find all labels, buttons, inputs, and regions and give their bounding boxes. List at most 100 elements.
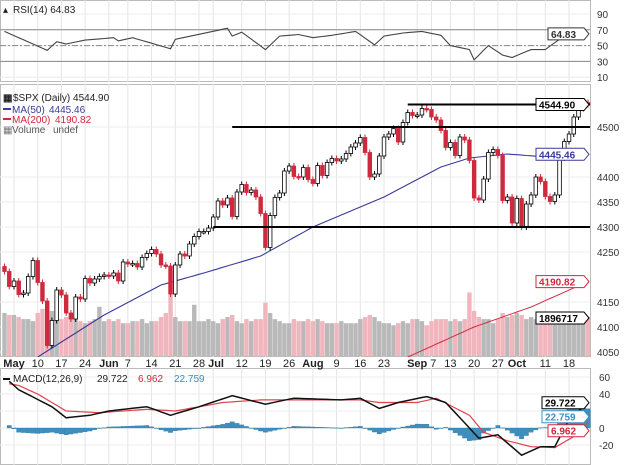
volume-bar (514, 312, 520, 356)
candle (381, 134, 387, 159)
candle-body (566, 133, 572, 142)
candle (206, 225, 211, 235)
candle-body (206, 227, 211, 232)
volume-bar (377, 321, 382, 356)
volume-bar (495, 319, 501, 356)
candle (462, 134, 467, 143)
candle (244, 181, 249, 196)
candle (263, 210, 268, 251)
candle (220, 198, 225, 208)
macd-histogram-bar (210, 425, 216, 429)
candle-body (163, 264, 168, 267)
volume-bar (149, 321, 154, 356)
candle-body (111, 272, 116, 277)
candle-body (552, 194, 557, 202)
volume-bar (116, 319, 121, 356)
volume-bar (206, 319, 211, 356)
volume-bar (168, 282, 173, 356)
grid (0, 0, 591, 465)
candle-body (220, 200, 225, 206)
price-tag-1-box (535, 147, 590, 161)
price-tag-1: 4445.46 (535, 147, 590, 161)
macd-histogram-bar (101, 427, 107, 429)
volume-bar (557, 319, 562, 356)
x-tick-label: 28 (193, 358, 205, 370)
price-tag-2-text: 4190.82 (539, 278, 576, 289)
x-tick-label: Sep (407, 358, 427, 370)
candle-body (348, 146, 354, 154)
price-tick-label: 4300 (597, 223, 620, 234)
macd-histogram-bar (263, 427, 268, 433)
volume-bar (386, 323, 391, 356)
candle (543, 178, 548, 200)
x-tick-label: Jul (208, 358, 224, 370)
candle-body (391, 128, 396, 135)
macd-tag-2-text: 6.962 (551, 427, 576, 438)
volume-bar (139, 319, 145, 356)
candle-body (291, 165, 297, 177)
volume-bar (415, 319, 420, 356)
volume-bar (30, 321, 36, 356)
candle-body (173, 264, 178, 295)
candle-body (154, 249, 159, 255)
candle-body (315, 165, 320, 184)
candle-body (448, 142, 453, 148)
panel-border (0, 84, 591, 357)
macd-histogram-bar (334, 427, 339, 429)
candle-body (30, 260, 36, 277)
macd-histogram-bar (267, 427, 273, 432)
macd-histogram-bar (40, 427, 45, 434)
candle-body (59, 289, 64, 296)
macd-histogram-bar (367, 427, 373, 431)
candle (187, 241, 192, 259)
volume-bar (405, 323, 410, 356)
volume-bar (21, 319, 26, 356)
candle (286, 163, 292, 174)
candle-body (2, 266, 7, 272)
macd-histogram-bar (533, 427, 539, 431)
volume-bar (391, 325, 396, 356)
macd-histogram-bar (386, 427, 392, 432)
volume-bar (40, 308, 45, 356)
volume-bar (230, 315, 235, 356)
volume-bar (192, 304, 197, 356)
candle (177, 251, 183, 268)
candle (78, 294, 83, 302)
candle (448, 139, 453, 151)
macd-histogram-bar (258, 427, 264, 432)
candle (547, 193, 553, 205)
volume-bar (490, 323, 496, 356)
volume-bar (334, 323, 339, 356)
panel-border (0, 368, 591, 465)
macd-histogram-bar (35, 427, 41, 434)
candle (144, 250, 150, 261)
legend-ma50: MA(50) 4445.46 (3, 105, 86, 116)
candle-body (201, 231, 206, 234)
rsi-chart-icon: ▴ (3, 5, 8, 16)
volume-bar (16, 317, 21, 356)
macd-tick-label: 60 (599, 373, 611, 384)
candle (457, 134, 463, 159)
volume-bar (547, 319, 553, 356)
price-tick-label: 4150 (597, 298, 620, 309)
volume-label: Volume (12, 125, 46, 136)
candle (310, 176, 316, 187)
macd-histogram-bar (419, 423, 425, 429)
volume-bar (419, 321, 425, 356)
candle-body (106, 274, 112, 277)
candle-body (329, 158, 335, 163)
candle-body (405, 112, 410, 123)
legends: ▴ RSI(14) 64.83 ▦ $SPX (Daily) 4544.90 M… (3, 5, 205, 385)
volume-bar (286, 323, 292, 356)
candle-body (130, 263, 135, 266)
price-tick-label: 4400 (597, 173, 620, 184)
volume-bar (125, 323, 131, 356)
price-tag-2-box (535, 275, 590, 289)
candle-body (54, 289, 59, 321)
volume-bar (135, 321, 140, 356)
candle-body (258, 196, 263, 214)
macd-tag-0: 29.722 (541, 396, 590, 410)
volume-bar (505, 317, 510, 356)
volume-bar (120, 323, 126, 356)
ma200-swatch (3, 118, 11, 120)
